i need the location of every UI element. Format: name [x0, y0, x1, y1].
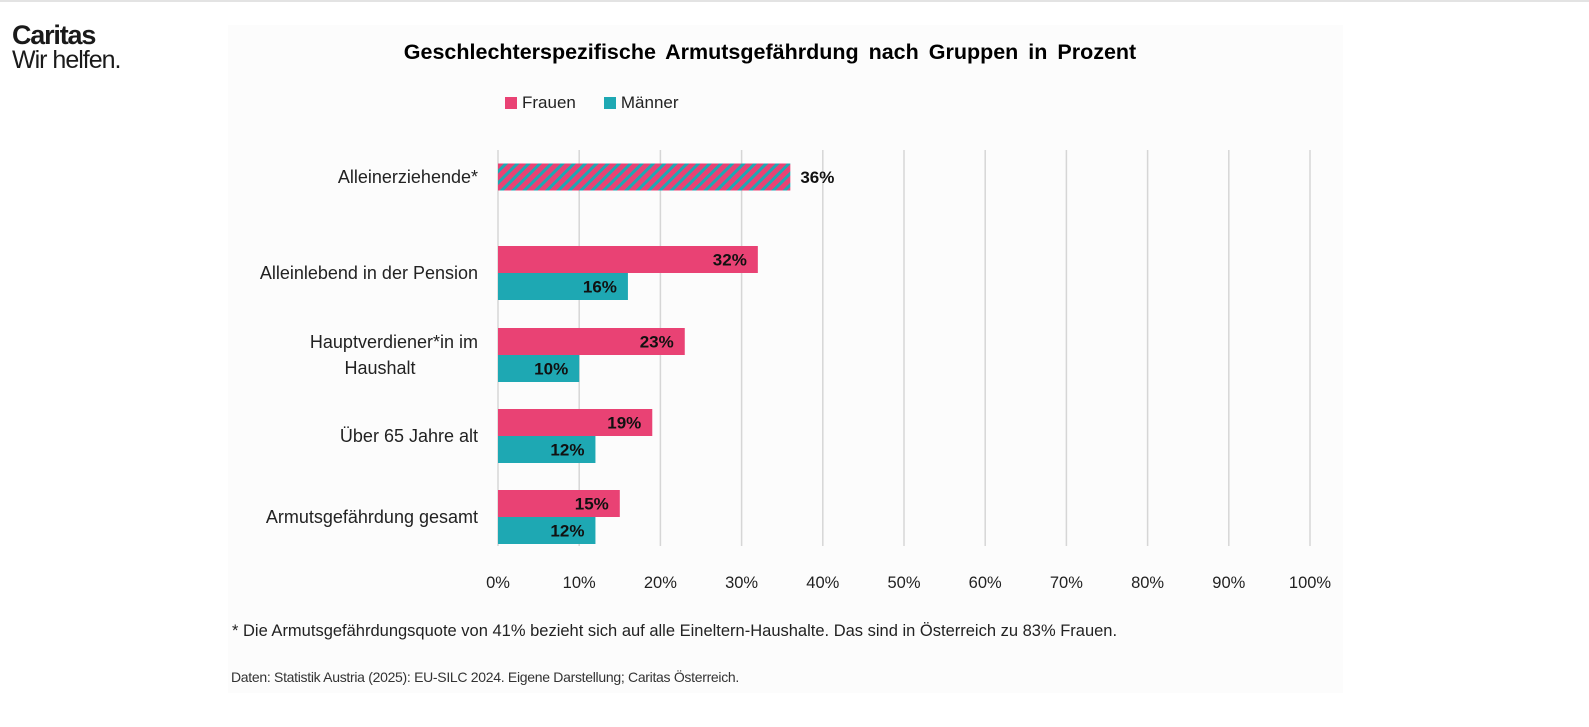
x-tick-label: 60%: [969, 574, 1002, 592]
bar-frauen: [498, 246, 758, 273]
data-label: 32%: [713, 251, 747, 270]
footnote: * Die Armutsgefährdungsquote von 41% bez…: [232, 622, 1118, 640]
bar-maenner: [498, 517, 596, 544]
legend: Frauen Männer: [505, 93, 707, 113]
chart-title: Geschlechterspezifische Armutsgefährdung…: [403, 40, 1137, 64]
data-label: 36%: [800, 168, 834, 187]
category-label: Über 65 Jahre alt: [340, 426, 478, 446]
x-tick-label: 40%: [806, 574, 839, 592]
chart-panel: [228, 25, 1343, 693]
data-label: 15%: [575, 495, 609, 514]
x-tick-label: 30%: [725, 574, 758, 592]
x-tick-label: 70%: [1050, 574, 1083, 592]
legend-item-maenner: Männer: [603, 93, 679, 113]
bar-frauen: [498, 328, 685, 355]
x-tick-label: 50%: [887, 574, 920, 592]
top-border: [0, 0, 1589, 2]
bar-maenner: [498, 355, 580, 382]
x-tick-label: 80%: [1131, 574, 1164, 592]
caritas-logo: Caritas Wir helfen.: [12, 20, 121, 74]
legend-swatch-maenner: [603, 97, 616, 109]
logo-name: Caritas: [12, 20, 96, 50]
x-tick-label: 100%: [1289, 574, 1332, 592]
logo-slogan: Wir helfen.: [12, 45, 121, 74]
category-label: Armutsgefährdung gesamt: [266, 507, 478, 527]
legend-item-frauen: Frauen: [505, 93, 576, 113]
data-label: 12%: [550, 522, 584, 541]
bar-frauen: [498, 490, 620, 517]
bar-maenner: [498, 273, 628, 300]
bar-combined: [498, 163, 791, 191]
data-label: 12%: [550, 441, 584, 460]
bar-frauen: [498, 409, 653, 436]
source-note: Daten: Statistik Austria (2025): EU-SILC…: [231, 669, 739, 685]
data-label: 10%: [534, 360, 568, 379]
x-tick-label: 20%: [644, 574, 677, 592]
legend-swatch-frauen: [505, 97, 517, 109]
legend-label-frauen: Frauen: [522, 93, 576, 112]
data-label: 23%: [640, 333, 674, 352]
data-label: 16%: [583, 278, 617, 297]
x-tick-label: 10%: [563, 574, 596, 592]
x-tick-label: 0%: [486, 574, 510, 592]
data-label: 19%: [607, 414, 641, 433]
legend-label-maenner: Männer: [620, 93, 679, 112]
category-label: Alleinerziehende*: [338, 167, 478, 187]
x-tick-label: 90%: [1212, 574, 1245, 592]
bar-maenner: [498, 436, 596, 463]
category-label: Hauptverdiener*in im Haushalt: [310, 332, 478, 378]
category-label: Alleinlebend in der Pension: [260, 263, 478, 283]
